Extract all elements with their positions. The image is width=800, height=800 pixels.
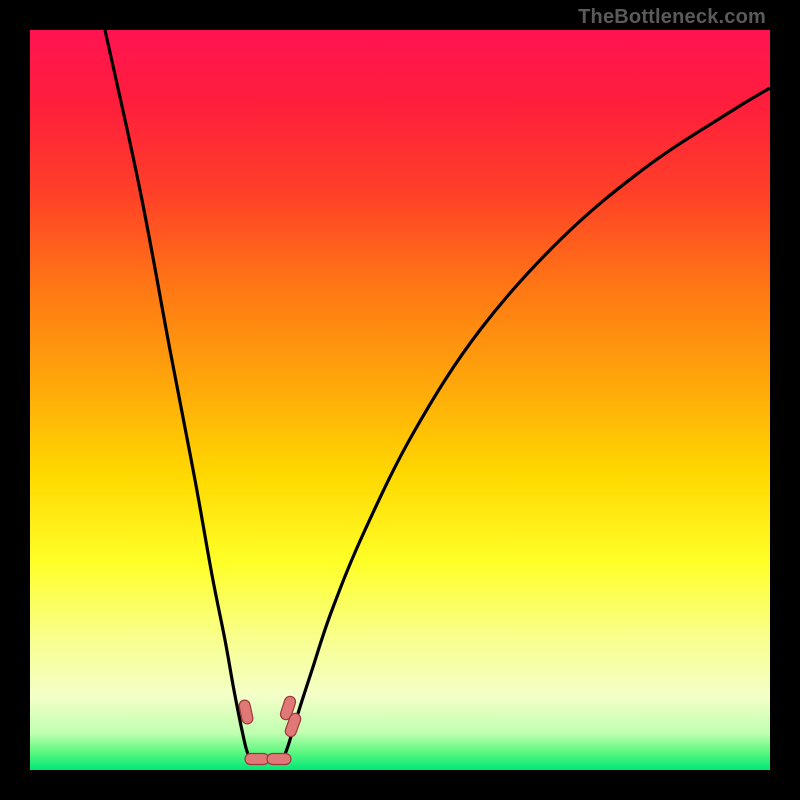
marker-valley-marker-left [245, 754, 269, 765]
curve-left-branch [105, 30, 249, 757]
curves-layer [30, 30, 770, 770]
curve-right-branch [284, 88, 770, 757]
markers-group [238, 695, 302, 765]
marker-valley-marker-right [267, 754, 291, 765]
watermark-text: TheBottleneck.com [578, 6, 766, 29]
outer-frame: TheBottleneck.com [0, 0, 800, 800]
plot-area [30, 30, 770, 770]
